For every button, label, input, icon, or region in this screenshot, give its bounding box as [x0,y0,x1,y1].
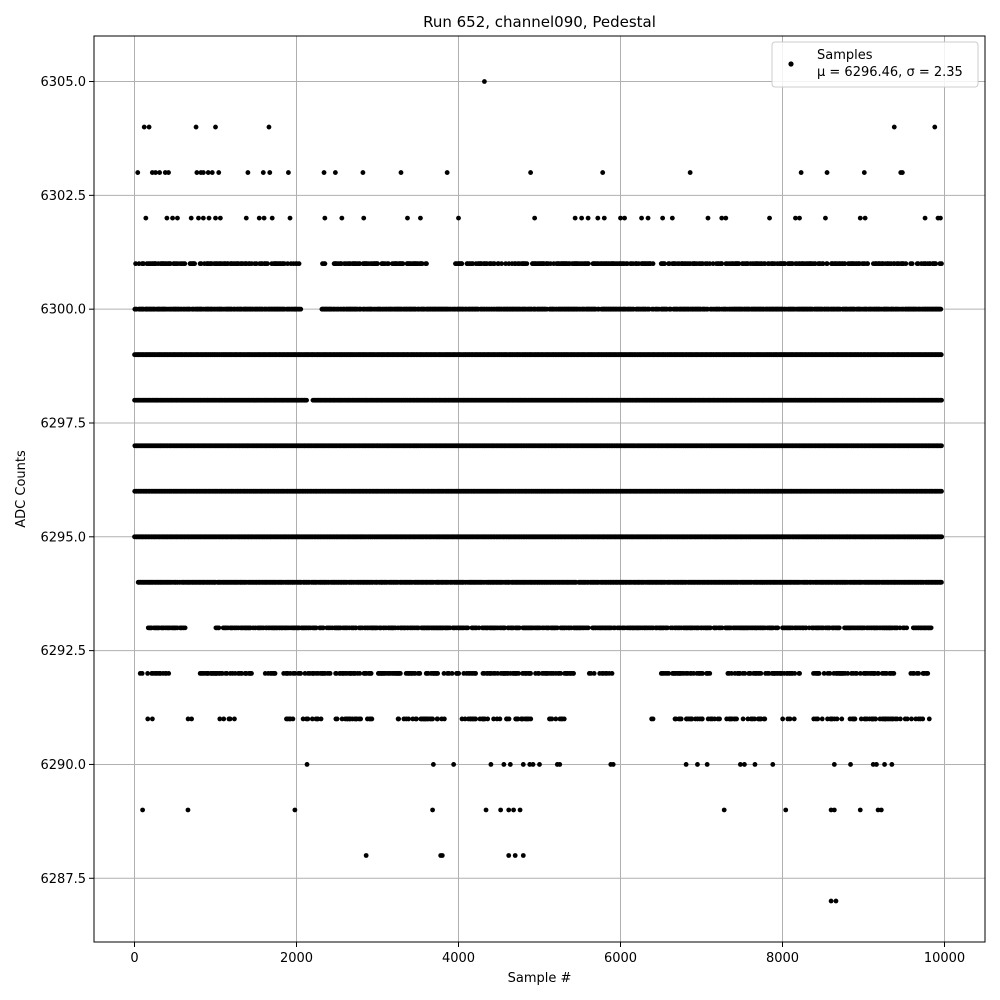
data-point [933,261,939,267]
data-point [265,261,270,267]
data-point [662,261,667,267]
data-point [736,261,742,267]
data-point [650,261,656,267]
data-point [182,261,188,267]
data-point [903,261,909,267]
data-point [198,261,204,267]
data-point [304,397,309,403]
data-point [939,261,944,267]
data-point [503,261,509,267]
data-point [842,261,848,267]
data-point [491,261,497,267]
data-point [375,261,380,267]
data-point [938,352,944,358]
data-point [524,261,530,267]
data-point [820,261,826,267]
data-point [298,306,304,312]
data-point [133,261,139,267]
data-point [253,261,259,267]
data-point [939,443,944,449]
data-point [865,261,871,267]
data-point [938,306,944,312]
data-point [424,261,429,267]
data-point [400,261,406,267]
data-point [719,261,725,267]
data-point [296,261,302,267]
data-point [824,261,830,267]
data-point [192,261,197,267]
data-points [132,79,945,904]
data-point [909,261,915,267]
data-point [419,261,425,267]
data-point [285,261,291,267]
data-point [386,261,391,267]
data-point [322,261,328,267]
data-point [141,261,146,267]
data-point [357,261,363,267]
data-point [499,261,504,267]
data-point [707,261,713,267]
data-point [459,261,465,267]
data-point [585,261,591,267]
data-point [939,397,944,403]
